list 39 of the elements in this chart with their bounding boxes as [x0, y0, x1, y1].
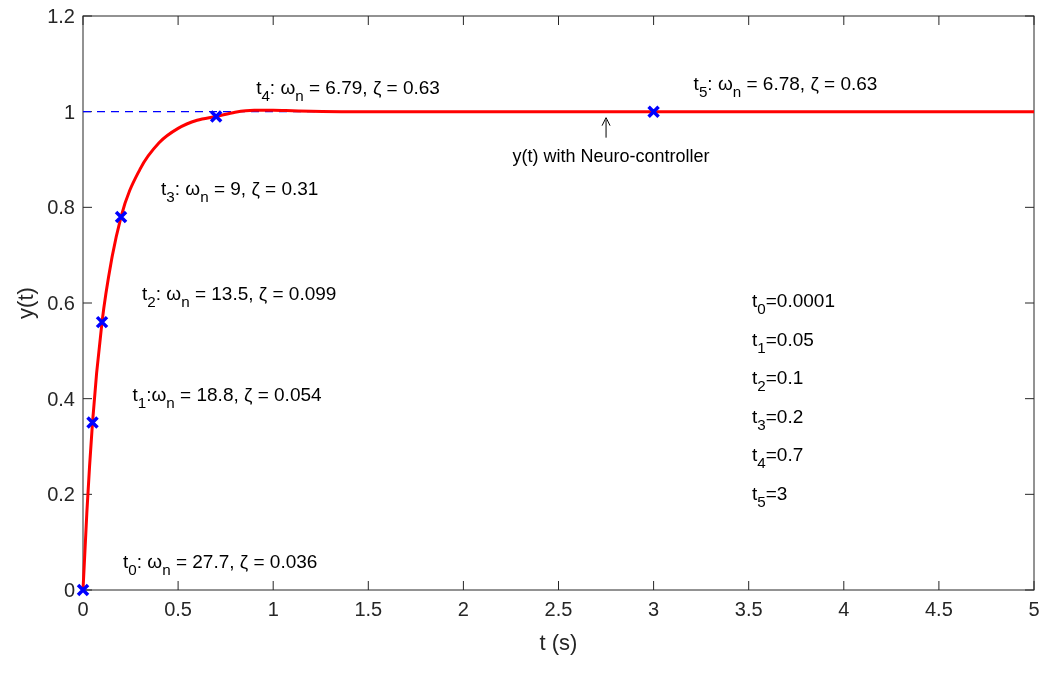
annotation: t$_{0}$: ω$_{n}$ = 27.7, ζ = 0.036	[123, 551, 318, 578]
x-tick-label: 2.5	[544, 598, 573, 620]
annotation: t$_{2}$=0.1	[752, 367, 804, 394]
annotation: t$_{5}$=3	[752, 482, 788, 510]
annotation: y(t) with Neuro-controller	[512, 145, 710, 166]
y-tick-label: 0.6	[47, 292, 75, 314]
point	[85, 415, 100, 430]
x-tick-label: 3.5	[734, 598, 763, 620]
annotation: t$_{1}$=0.05	[752, 328, 814, 356]
y-axis-title: y(t)	[13, 287, 38, 319]
y-tick-label: 0.2	[47, 483, 75, 506]
annotation: t$_{3}$=0.2	[752, 405, 804, 433]
x-tick-label: 5	[1028, 598, 1040, 620]
y-tick-label: 0.4	[47, 387, 75, 410]
x-tick-label: 1	[267, 598, 279, 620]
annotation: t$_{0}$=0.0001	[752, 290, 835, 317]
y-tick-label: 1	[63, 100, 75, 123]
annotation: t$_{2}$: ω$_{n}$ = 13.5, ζ = 0.099	[142, 283, 337, 311]
y-tick-label: 1.2	[47, 5, 75, 27]
x-axis-title: t (s)	[539, 630, 578, 655]
x-tick-label: 0	[77, 598, 89, 620]
point	[646, 104, 661, 119]
x-tick-label: 2	[457, 598, 469, 620]
annotation: t$_{5}$: ω$_{n}$ = 6.78, ζ = 0.63	[693, 72, 878, 100]
y-tick-label: 0.8	[47, 196, 75, 219]
point	[76, 583, 90, 597]
x-tick-label: 3	[648, 598, 660, 620]
annotation: t$_{4}$: ω$_{n}$ = 6.79, ζ = 0.63	[256, 77, 440, 105]
x-tick-label: 1.5	[354, 598, 383, 620]
point	[114, 210, 128, 224]
point	[95, 315, 109, 329]
point	[209, 109, 223, 124]
annotation: t$_{3}$: ω$_{n}$ = 9, ζ = 0.31	[161, 177, 319, 205]
annotation: t$_{4}$=0.7	[752, 444, 804, 471]
y-tick-label: 0	[63, 579, 75, 601]
x-tick-label: 4.5	[924, 598, 953, 620]
x-tick-label: 0.5	[164, 598, 193, 620]
annotation: t$_{1}$:ω$_{n}$ = 18.8, ζ = 0.054	[132, 383, 323, 411]
x-tick-label: 4	[838, 598, 850, 620]
